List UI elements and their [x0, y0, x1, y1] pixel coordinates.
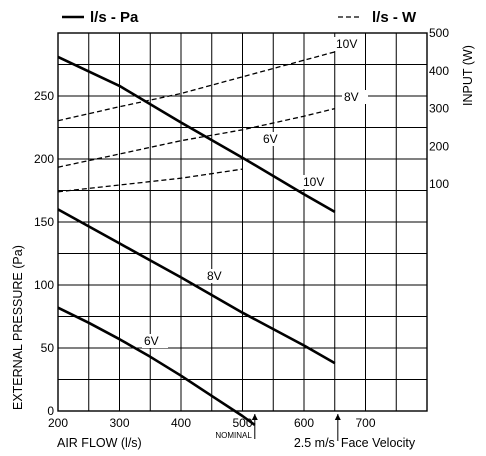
face-velocity-value-label: 2.5 m/s	[294, 436, 335, 450]
series-label-background	[342, 90, 368, 104]
series-label-background	[261, 132, 287, 146]
series-label-background	[142, 334, 168, 348]
series-label-10v-pressure: 10V	[303, 175, 324, 189]
x-tick-label: 300	[109, 416, 129, 430]
series-line-8v-power	[57, 107, 335, 168]
tick-labels: 200 300 400 500 600 700 0 50 100 150 200 250 100 200 3…	[34, 26, 449, 430]
series-label-6v-pressure: 6V	[144, 334, 159, 348]
axes	[57, 32, 428, 412]
plot-frame	[57, 32, 428, 412]
y-tick-label: 50	[41, 341, 55, 355]
y-tick-label: 250	[34, 89, 54, 103]
y2-tick-label: 300	[429, 102, 449, 116]
legend-dashed-label: l/s - W	[372, 9, 417, 26]
x-tick-label: 700	[355, 416, 375, 430]
nominal-arrow-icon	[251, 414, 258, 420]
y2-axis-title: INPUT (W)	[461, 45, 475, 106]
legend-solid-label: l/s - Pa	[90, 9, 139, 26]
y2-tick-label: 400	[429, 64, 449, 78]
grid-lines	[58, 33, 427, 411]
series-label-8v-power: 8V	[344, 90, 359, 104]
series-line-8v-pressure	[57, 208, 336, 365]
series-label-background	[334, 37, 360, 51]
y-axis-title: EXTERNAL PRESSURE (Pa)	[11, 245, 25, 410]
series-line-10v-pressure	[57, 55, 336, 214]
series-line-6v-power	[57, 168, 243, 193]
series-line-10v-power	[57, 51, 335, 122]
series-label-6v-power: 6V	[263, 132, 278, 146]
x-tick-label: 500	[232, 416, 252, 430]
face-velocity-text-label: Face Velocity	[341, 436, 416, 450]
x-tick-label: 400	[171, 416, 191, 430]
data-series: 10V 8V 6V 10V 8V 6V	[57, 37, 368, 426]
y-tick-label: 200	[34, 152, 54, 166]
series-line-6v-pressure	[57, 306, 256, 426]
y2-tick-label: 500	[429, 26, 449, 40]
x-tick-label: 200	[48, 416, 68, 430]
x-axis-title: AIR FLOW (l/s)	[57, 436, 142, 450]
x-tick-label: 600	[294, 416, 314, 430]
y-tick-label: 100	[34, 278, 54, 292]
annotations: NOMINAL 2.5 m/s Face Velocity	[215, 414, 416, 450]
series-label-8v-pressure: 8V	[207, 269, 222, 283]
nominal-label: NOMINAL	[215, 431, 252, 440]
series-label-10v-power: 10V	[336, 37, 357, 51]
y2-tick-label: 200	[429, 139, 449, 153]
face-velocity-arrow-icon	[334, 414, 341, 420]
series-label-background	[205, 269, 231, 283]
y2-tick-label: 100	[429, 177, 449, 191]
y-tick-label: 0	[47, 404, 54, 418]
series-label-background	[301, 175, 327, 189]
y-tick-label: 150	[34, 215, 54, 229]
